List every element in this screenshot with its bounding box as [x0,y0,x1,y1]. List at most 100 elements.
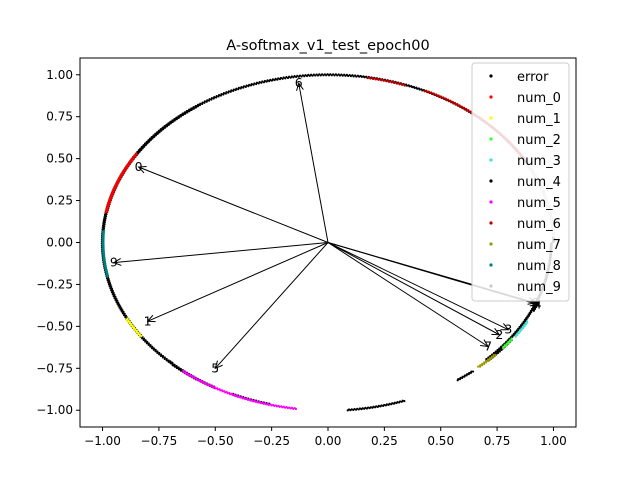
data-point [446,98,450,101]
data-point [244,85,247,88]
data-point [463,374,466,377]
legend-label: num_7 [517,238,561,253]
legend-marker [489,137,493,141]
data-point [468,371,471,375]
data-point [152,348,155,351]
data-point [417,87,420,90]
data-point [121,312,124,315]
data-point [427,90,430,93]
data-point [485,359,488,363]
data-point [126,166,129,169]
data-point [242,86,245,89]
data-point [117,304,120,307]
vector-line [327,242,489,347]
data-point [461,375,464,378]
legend-label: num_5 [517,196,561,211]
data-point [229,393,232,396]
data-point [159,354,163,358]
vector-line [113,242,329,264]
legend-label: error [517,70,549,85]
data-point [483,361,486,364]
data-point [183,112,187,115]
data-point [278,78,282,81]
legend-marker [489,242,493,246]
vector-line [327,242,500,336]
data-point [191,376,194,379]
data-point [458,104,461,107]
legend-label: num_8 [517,259,561,274]
legend-label: num_1 [517,112,561,127]
series-num_1 [125,317,143,338]
data-point [140,148,143,152]
data-point [117,181,120,184]
data-point [247,85,250,88]
data-point [244,397,247,401]
data-point [154,350,157,353]
data-point [525,320,529,323]
data-point [502,345,505,348]
vector-arrowhead [137,165,147,174]
legend-marker [489,221,493,225]
vector-label: 1 [144,313,152,328]
data-point [167,360,170,363]
data-point [268,79,271,83]
data-point [173,365,176,368]
data-point [145,342,149,345]
legend-marker [489,200,493,204]
data-point [108,285,111,288]
data-point [110,196,113,199]
vector-line [214,242,329,369]
data-point [173,119,176,122]
x-tick-label: −1.00 [84,434,121,448]
data-point [500,347,503,350]
legend-item-num_3: num_3 [489,154,561,169]
data-point [132,157,135,160]
data-point [186,111,189,114]
data-point [154,134,158,137]
data-point [249,84,253,87]
data-point [109,198,112,201]
legend-item-num_7: num_7 [489,238,561,253]
data-point [232,89,235,92]
data-point [160,129,163,132]
data-point [110,289,113,292]
series-num_2 [502,337,513,350]
legend-label: num_4 [517,175,561,190]
data-point [469,110,472,113]
data-point [111,293,114,296]
data-point [211,386,215,389]
data-point [217,95,220,98]
data-point [177,368,181,371]
legend-marker [489,263,493,267]
data-point [181,113,185,117]
data-point [494,353,497,357]
data-point [257,82,260,85]
data-point [171,120,174,123]
legend-item-num_0: num_0 [489,91,561,106]
data-point [255,82,258,86]
vector-label: 6 [295,75,303,90]
chart-title: A-softmax_v1_test_epoch00 [226,38,429,54]
data-point [200,380,203,383]
vector-arrowhead [146,314,156,323]
data-point [492,353,495,357]
vector-label: 3 [504,322,512,337]
data-point [503,344,507,347]
data-point [224,391,227,394]
vector-arrowhead [480,339,490,348]
data-point [153,135,156,138]
legend-marker [489,179,493,183]
data-point [205,100,208,103]
data-point [165,125,169,128]
data-point [221,390,224,393]
x-tick-label: 0.75 [484,434,511,448]
series-num_8 [101,229,110,278]
y-tick-label: 1.00 [46,68,73,82]
data-point [239,87,242,90]
vector-arrowhead [296,82,304,92]
data-point [128,162,131,165]
data-point [201,102,204,106]
data-point [151,137,154,140]
data-point [495,352,498,355]
